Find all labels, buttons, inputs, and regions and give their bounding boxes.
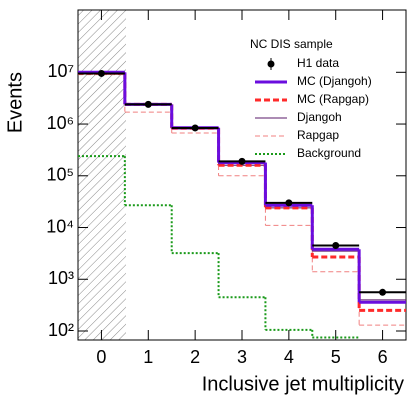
data-point: [144, 100, 152, 108]
y-axis-label: Events: [4, 72, 26, 133]
y-tick-label: 10⁷: [47, 61, 74, 81]
x-tick-label: 4: [284, 347, 294, 367]
y-tick-label: 10⁶: [47, 113, 74, 133]
data-point: [191, 124, 199, 132]
legend-title: NC DIS sample: [250, 37, 333, 51]
x-tick-label: 0: [96, 347, 106, 367]
data-point: [332, 241, 340, 249]
excluded-region: [78, 10, 126, 340]
legend-label: MC (Djangoh): [297, 74, 372, 88]
x-axis-label: Inclusive jet multiplicity: [202, 373, 404, 395]
x-tick-label: 2: [190, 347, 200, 367]
legend-label: MC (Rapgap): [297, 92, 369, 106]
y-tick-label: 10⁴: [46, 216, 74, 236]
x-tick-label: 3: [237, 347, 247, 367]
legend-label: Background: [297, 146, 361, 160]
data-point: [238, 157, 246, 165]
y-tick-label: 10²: [48, 320, 74, 340]
data-point: [379, 288, 387, 296]
legend-label: Djangoh: [297, 110, 342, 124]
data-point: [97, 69, 105, 77]
x-tick-label: 6: [378, 347, 388, 367]
legend-swatch: [267, 60, 275, 68]
legend-label: H1 data: [297, 56, 339, 70]
y-tick-label: 10⁵: [47, 165, 74, 185]
y-tick-label: 10³: [48, 268, 74, 288]
x-tick-label: 1: [143, 347, 153, 367]
data-point: [285, 199, 293, 207]
plot-frame: [77, 9, 407, 341]
legend-label: Rapgap: [297, 128, 339, 142]
x-tick-label: 5: [331, 347, 341, 367]
